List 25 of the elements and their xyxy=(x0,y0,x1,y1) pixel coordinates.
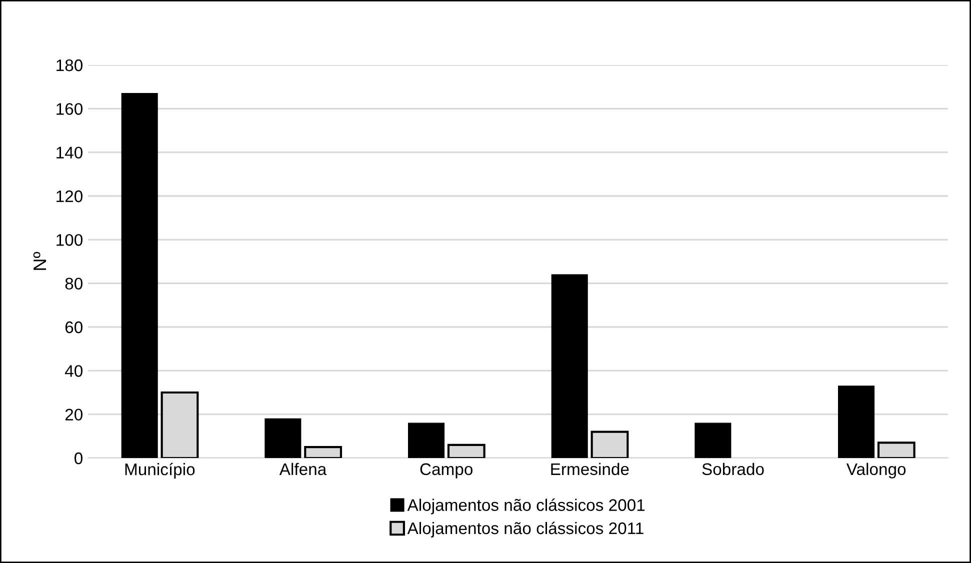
bar xyxy=(551,274,588,458)
y-tick-label: 100 xyxy=(56,234,82,246)
bar xyxy=(121,93,158,458)
y-tick-label: 0 xyxy=(74,452,82,464)
y-tick-label: 60 xyxy=(65,321,82,334)
y-tick-label: 180 xyxy=(56,59,82,72)
x-tick-label: Sobrado xyxy=(702,462,764,476)
x-tick-label: Valongo xyxy=(846,462,906,478)
y-tick-label: 160 xyxy=(56,103,82,115)
x-tick-label: Campo xyxy=(420,463,472,478)
y-tick-label: 40 xyxy=(64,365,82,377)
legend-label: Alojamentos não clássicos 2011 xyxy=(407,522,644,538)
y-tick-label: 80 xyxy=(65,278,82,290)
y-tick-label: 140 xyxy=(56,146,82,159)
bar xyxy=(694,422,732,458)
bar xyxy=(838,386,875,458)
x-tick-label: Município xyxy=(125,462,195,479)
bar xyxy=(408,422,445,458)
y-axis-title: Nº xyxy=(33,252,46,270)
y-tick-label: 120 xyxy=(56,190,82,202)
x-tick-label: Alfena xyxy=(279,462,327,476)
legend-label: Alojamentos não clássicos 2001 xyxy=(407,498,645,514)
x-tick-label: Ermesinde xyxy=(551,462,629,476)
y-tick-label: 20 xyxy=(65,408,82,421)
bar xyxy=(264,418,302,458)
